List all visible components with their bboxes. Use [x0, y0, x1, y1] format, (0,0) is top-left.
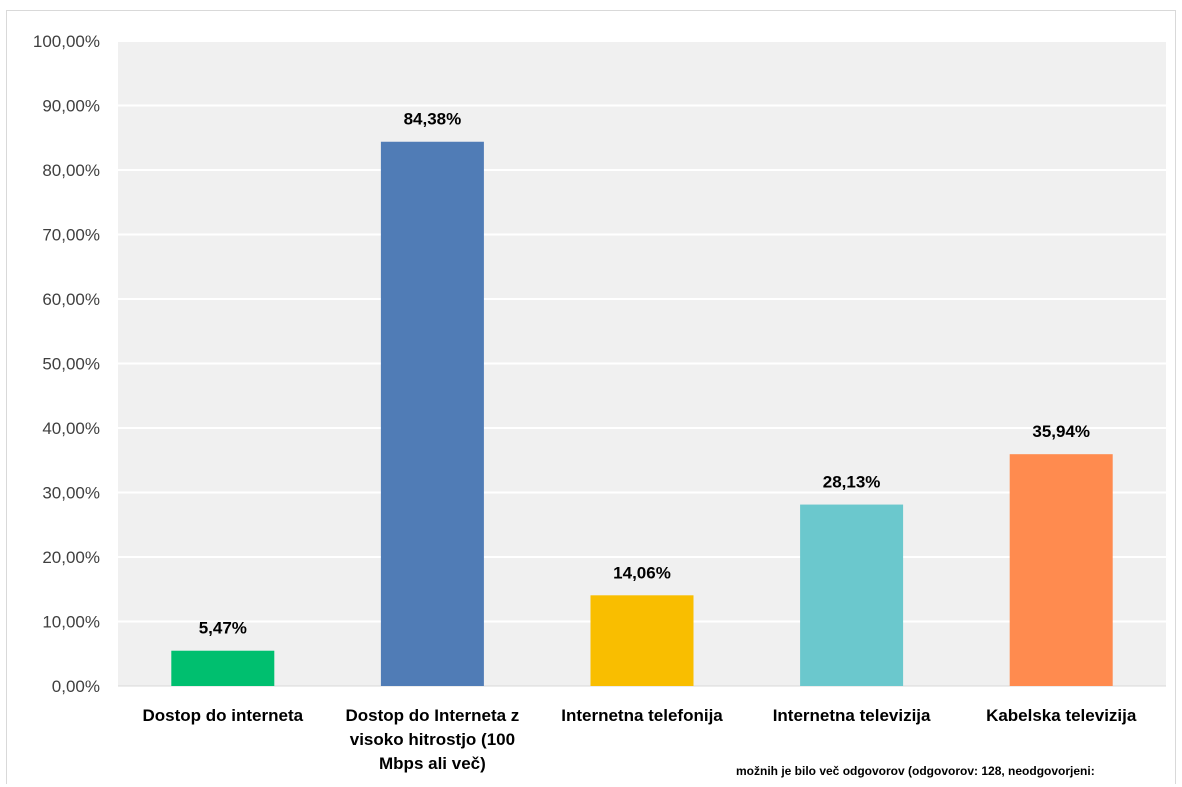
- category-label: Dostop do interneta: [143, 706, 304, 725]
- y-axis-tick-labels: 0,00% 10,00% 20,00% 30,00% 40,00% 50,00% 60,00…: [33, 32, 100, 696]
- bar: [1009, 454, 1113, 686]
- data-label: 84,38%: [404, 110, 462, 129]
- y-tick-label: 90,00%: [42, 97, 100, 116]
- footnote-text: možnih je bilo več odgovorov (odgovorov:…: [736, 764, 1095, 778]
- category-label: Internetna televizija: [773, 706, 931, 725]
- category-label: Kabelska televizija: [986, 706, 1137, 725]
- y-tick-label: 20,00%: [42, 548, 100, 567]
- category-labels: Dostop do interneta Dostop do Interneta z…: [143, 706, 1137, 773]
- y-tick-label: 0,00%: [52, 677, 100, 696]
- bars: [171, 141, 1113, 686]
- category-label: Dostop do Interneta z visoko hitrostjo (1…: [346, 706, 520, 773]
- data-label: 5,47%: [199, 619, 247, 638]
- data-label: 28,13%: [823, 473, 881, 492]
- bar: [590, 595, 694, 686]
- y-tick-label: 60,00%: [42, 290, 100, 309]
- y-tick-label: 40,00%: [42, 419, 100, 438]
- y-tick-label: 70,00%: [42, 226, 100, 245]
- data-labels: 5,47% 84,38% 14,06% 28,13% 35,94%: [199, 110, 1090, 638]
- category-label: Internetna telefonija: [561, 706, 723, 725]
- y-tick-label: 10,00%: [42, 613, 100, 632]
- bar: [800, 504, 904, 686]
- y-tick-label: 100,00%: [33, 32, 100, 51]
- y-tick-label: 30,00%: [42, 484, 100, 503]
- bar: [171, 650, 275, 686]
- y-tick-label: 80,00%: [42, 161, 100, 180]
- bar: [380, 141, 484, 686]
- data-label: 14,06%: [613, 563, 671, 582]
- y-tick-label: 50,00%: [42, 355, 100, 374]
- data-label: 35,94%: [1032, 422, 1090, 441]
